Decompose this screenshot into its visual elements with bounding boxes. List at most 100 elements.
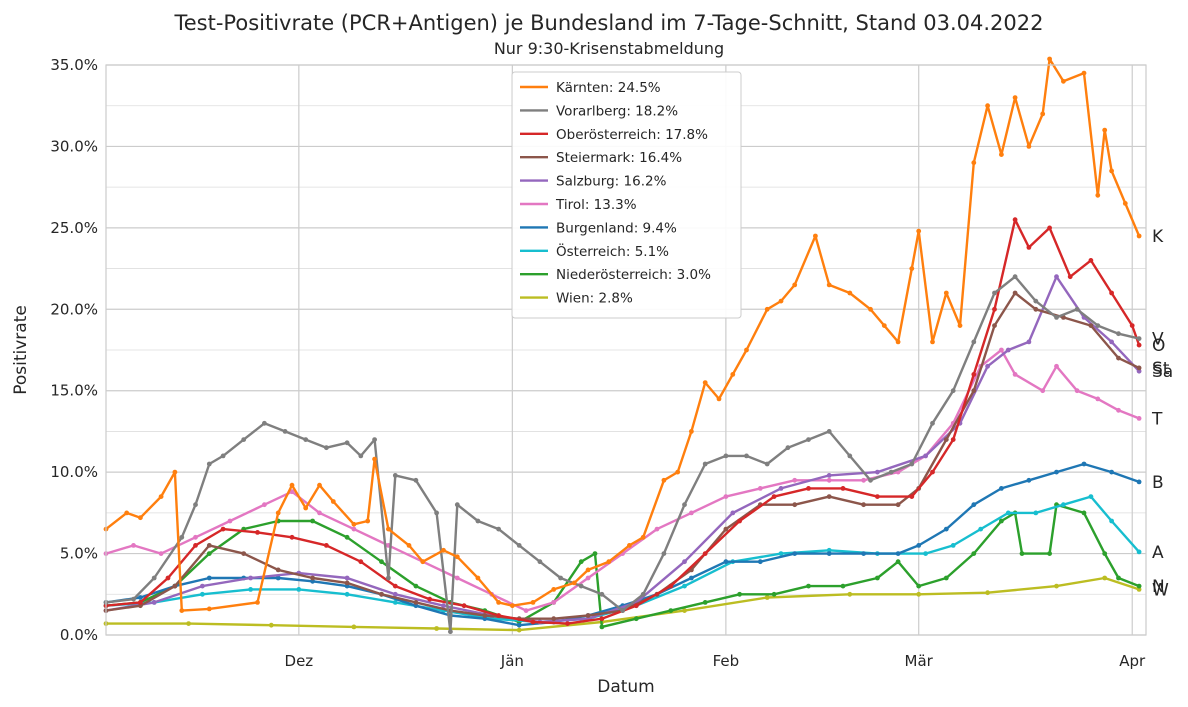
x-axis-ticks: Dez Jän Feb Mär Apr: [285, 652, 1147, 670]
data-point: [909, 494, 915, 499]
data-point: [571, 580, 577, 586]
data-point: [1122, 201, 1128, 206]
data-point: [971, 551, 977, 556]
data-point: [241, 437, 247, 442]
y-axis-ticks: 0.0% 5.0% 10.0% 15.0% 20.0% 25.0% 30.0% 35.0%: [50, 56, 98, 644]
data-point: [172, 583, 178, 589]
data-point: [943, 575, 949, 581]
data-point: [661, 477, 667, 483]
data-point: [744, 347, 749, 353]
data-point: [1005, 347, 1011, 353]
data-point: [737, 591, 742, 597]
data-point: [413, 603, 419, 609]
data-point: [861, 502, 866, 508]
data-point: [289, 534, 295, 540]
data-point: [1109, 339, 1114, 345]
data-point: [682, 502, 687, 508]
data-point: [406, 543, 412, 548]
data-point: [386, 575, 391, 581]
data-point: [826, 429, 832, 434]
data-point: [682, 583, 687, 589]
data-point: [978, 526, 984, 532]
data-point: [1109, 518, 1114, 524]
data-point: [895, 551, 901, 556]
data-point: [1033, 298, 1039, 304]
data-point: [578, 559, 584, 565]
data-point: [826, 494, 832, 499]
legend-entry: Tirol: 13.3%: [555, 197, 637, 213]
series-k: [103, 56, 1142, 613]
data-point: [785, 445, 791, 451]
data-point: [206, 551, 212, 556]
data-point: [1012, 217, 1018, 223]
data-point: [454, 554, 460, 560]
data-point: [633, 616, 639, 622]
data-point: [358, 453, 364, 459]
data-point: [1102, 127, 1108, 133]
data-point: [599, 591, 605, 597]
data-point: [916, 591, 922, 597]
data-point: [1040, 388, 1046, 394]
data-point: [923, 453, 928, 459]
data-point: [138, 515, 143, 521]
data-point: [916, 583, 922, 589]
series-end-label: Sa: [1152, 362, 1173, 382]
data-point: [275, 567, 281, 573]
data-point: [386, 526, 391, 532]
data-point: [1129, 323, 1135, 328]
data-point: [971, 160, 977, 166]
series-end-label: K: [1152, 227, 1164, 247]
data-point: [179, 608, 185, 613]
data-point: [881, 323, 887, 328]
data-point: [1026, 339, 1032, 345]
data-point: [826, 473, 832, 478]
data-point: [358, 559, 364, 565]
series-end-label: T: [1151, 409, 1163, 429]
data-point: [262, 420, 267, 426]
data-point: [971, 372, 977, 377]
series-t: [103, 347, 1142, 613]
data-point: [909, 266, 915, 271]
data-point: [248, 587, 254, 592]
data-point: [461, 603, 467, 609]
data-point: [392, 591, 398, 597]
data-point: [950, 388, 956, 394]
data-point: [723, 559, 729, 565]
data-point: [716, 396, 722, 402]
data-point: [138, 595, 143, 600]
data-point: [516, 627, 522, 633]
data-point: [516, 622, 522, 628]
data-point: [1081, 461, 1087, 467]
data-point: [992, 306, 997, 312]
data-point: [1026, 144, 1032, 149]
data-point: [661, 551, 667, 556]
data-point: [227, 518, 233, 524]
data-point: [475, 518, 481, 524]
legend-entry: Österreich: 5.1%: [556, 242, 669, 260]
data-point: [689, 429, 694, 434]
data-point: [888, 469, 894, 475]
data-point: [496, 613, 501, 618]
data-point: [585, 567, 591, 573]
data-point: [1109, 290, 1114, 296]
data-point: [310, 518, 315, 524]
data-point: [392, 473, 398, 478]
data-point: [179, 534, 185, 540]
data-point: [895, 339, 901, 345]
data-point: [1136, 583, 1142, 589]
data-point: [1033, 306, 1039, 312]
data-point: [792, 477, 798, 483]
data-point: [1109, 469, 1114, 475]
series-line: [105, 275, 1140, 633]
data-point: [778, 551, 784, 556]
data-point: [682, 559, 687, 565]
data-point: [158, 494, 164, 499]
data-point: [826, 547, 832, 553]
data-point: [1005, 510, 1011, 516]
legend-frame: [511, 71, 742, 319]
data-point: [668, 583, 674, 589]
data-point: [1081, 70, 1087, 76]
series-line: [105, 275, 1140, 624]
series-line: [105, 495, 1140, 624]
series-end-label: St: [1152, 359, 1170, 379]
